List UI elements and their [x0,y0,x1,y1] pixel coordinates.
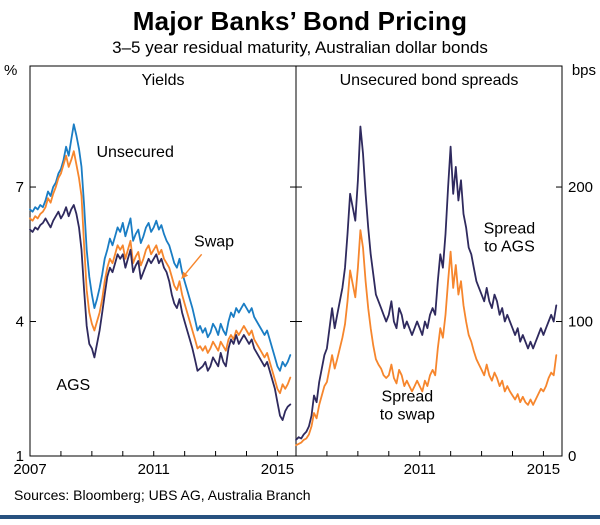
page: { "page": { "title": "Major Banks’ Bond … [0,6,600,525]
annotation-spread-to-swap-label: Spread to swap [380,388,435,423]
panel-title: Unsecured bond spreads [340,72,519,89]
footer-rule [0,515,600,519]
x-tick-label: 2011 [404,461,436,478]
series-line-unsecured [29,123,292,372]
chart-subtitle: 3–5 year residual maturity, Australian d… [112,38,488,57]
right-y-tick-label: 100 [568,314,593,331]
annotation-ags-label: AGS [56,377,90,394]
annotation-unsecured-label: Unsecured [96,144,173,161]
series-line-spread-to-swap [295,229,558,447]
left-y-tick-label: 4 [16,314,24,331]
x-tick-label: 2011 [138,461,170,478]
sources-note: Sources: Bloomberg; UBS AG, Australia Br… [14,487,311,503]
series-line-spread-to-ags [295,125,558,441]
x-tick-label: 2015 [527,461,560,478]
annotation-arrow-head [181,271,189,280]
annotation-spread-to-ags-label: Spread to AGS [484,220,536,255]
chart-canvas: Yields% 2007 2011 2015 1 4 7 Unsecured Swap AGS Un… [4,62,596,478]
annotation-arrow-line [182,253,203,278]
x-tick-label: 2007 [13,461,46,478]
x-tick-label: 2015 [261,461,294,478]
left-y-tick-label: 7 [16,179,24,196]
series-line-swap [29,150,292,395]
panel-title: Yields [142,72,185,89]
right-y-tick-label: 0 [568,448,576,465]
chart-title: Major Banks’ Bond Pricing [132,6,468,36]
left-axis-unit: % [4,62,17,79]
left-y-tick-label: 1 [16,448,24,465]
annotation-swap-label: Swap [194,233,234,250]
series-line-ags [29,204,292,421]
right-axis-unit: bps [572,62,596,79]
right-y-tick-label: 200 [568,179,593,196]
